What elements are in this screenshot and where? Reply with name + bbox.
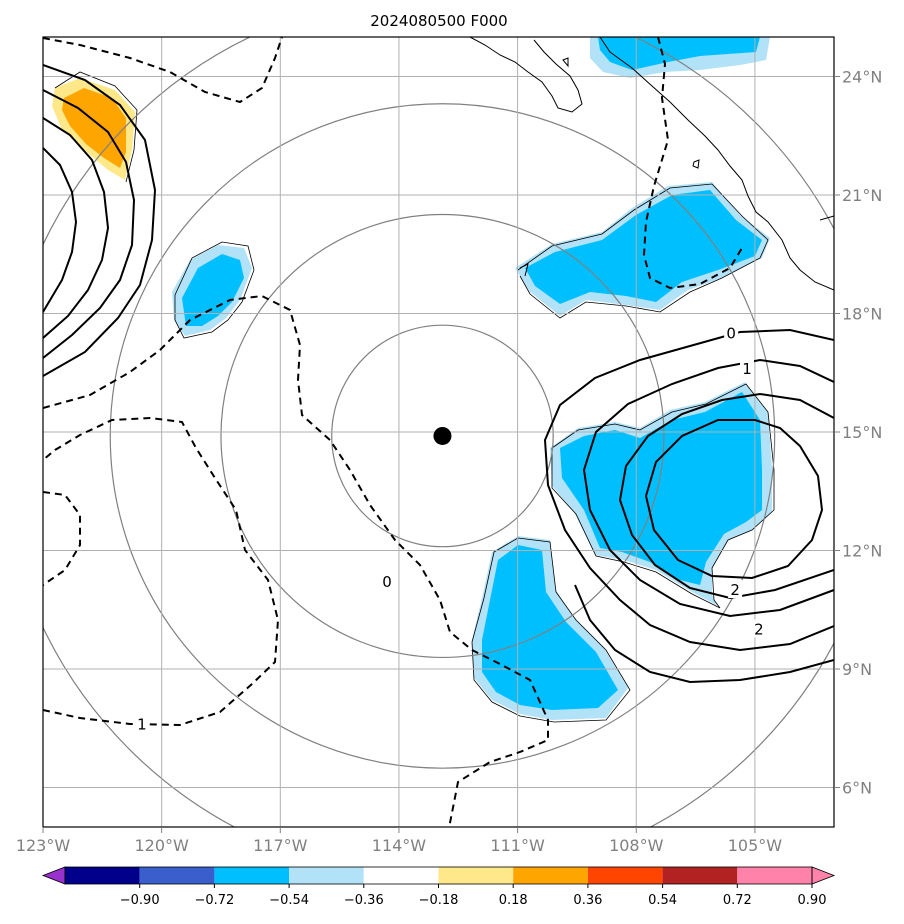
y-tick-label-1: 9°N: [842, 660, 872, 679]
colorbar-segment-0: [65, 867, 140, 884]
colorbar-label-6: 0.36: [573, 893, 602, 908]
colorbar-label-0: −0.90: [120, 893, 160, 908]
y-tick-label-5: 21°N: [842, 186, 882, 205]
contour-label-bg-2: [739, 358, 754, 377]
chart-title: 2024080500 F000: [370, 12, 507, 30]
x-tick-label-1: 120°W: [134, 836, 189, 855]
range-rings: [43, 37, 834, 827]
y-tick-label-0: 6°N: [842, 779, 872, 798]
y-tick-label-6: 24°N: [842, 68, 882, 87]
contour-label-2: 1: [742, 360, 752, 378]
colorbar-segment-3: [289, 867, 364, 884]
colorbar-segment-1: [139, 867, 215, 884]
colorbar-label-7: 0.54: [648, 893, 677, 908]
y-ticks: 6°N 9°N 12°N 15°N 18°N 21°N 24°N: [834, 68, 882, 798]
colorbar-segment-5: [438, 867, 514, 884]
thin-outlines: [54, 71, 775, 723]
colorbar-segment-2: [214, 867, 290, 884]
range-ring-0: [331, 324, 554, 548]
contour-label-3: 1: [137, 715, 147, 733]
y-tick-label-3: 15°N: [842, 423, 882, 442]
contour-label-4: 2: [730, 581, 740, 599]
contour-label-bg-3: [134, 714, 149, 733]
colorbar-segment-7: [587, 867, 663, 884]
colorbar: −0.90 −0.72 −0.54 −0.36 −0.18 0.18 0.36 0.54 0.7…: [41, 866, 836, 908]
x-tick-label-2: 117°W: [253, 836, 308, 855]
contour-label-bg-5: [751, 619, 766, 638]
colorbar-segment-9: [737, 867, 812, 884]
contour-label-5: 2: [754, 621, 764, 639]
colorbar-segment-6: [513, 867, 588, 884]
colorbar-segment-8: [662, 867, 738, 884]
contour-label-bg-1: [724, 323, 739, 342]
coastline: [469, 37, 834, 291]
x-tick-label-4: 111°W: [490, 836, 545, 855]
contour-label-bg-4: [728, 580, 743, 598]
colorbar-label-9: 0.90: [798, 893, 827, 908]
contour-label-0: 0: [382, 573, 392, 591]
colorbar-segment-4: [363, 867, 439, 884]
negative-field-ne: [525, 190, 762, 304]
x-tick-label-6: 105°W: [728, 836, 783, 855]
x-ticks: 123°W 120°W 117°W 114°W 111°W 108°W 105°W: [16, 827, 782, 855]
x-tick-label-0: 123°W: [16, 836, 71, 855]
colorbar-extend-low: [41, 866, 66, 885]
range-ring-1: [220, 213, 665, 659]
colorbar-label-2: −0.54: [269, 893, 309, 908]
colorbar-label-4: −0.18: [419, 893, 459, 908]
negative-field-west: [182, 254, 244, 326]
colorbar-extend-high: [811, 866, 836, 885]
negative-field-east: [560, 392, 762, 585]
contour-label-bg-0: [380, 572, 395, 591]
range-ring-2: [109, 103, 776, 769]
colorbar-label-8: 0.72: [723, 893, 752, 908]
center-marker: [433, 426, 452, 445]
y-tick-label-2: 12°N: [842, 542, 882, 561]
colorbar-label-3: −0.36: [344, 893, 384, 908]
y-tick-label-4: 18°N: [842, 305, 882, 324]
colorbar-label-5: 0.18: [499, 893, 528, 908]
dashed-contours: [43, 37, 743, 827]
x-tick-label-3: 114°W: [372, 836, 427, 855]
x-tick-label-5: 108°W: [609, 836, 664, 855]
contour-label-1: 0: [726, 324, 736, 342]
colorbar-label-1: −0.72: [194, 893, 234, 908]
negative-field-north: [598, 37, 760, 70]
